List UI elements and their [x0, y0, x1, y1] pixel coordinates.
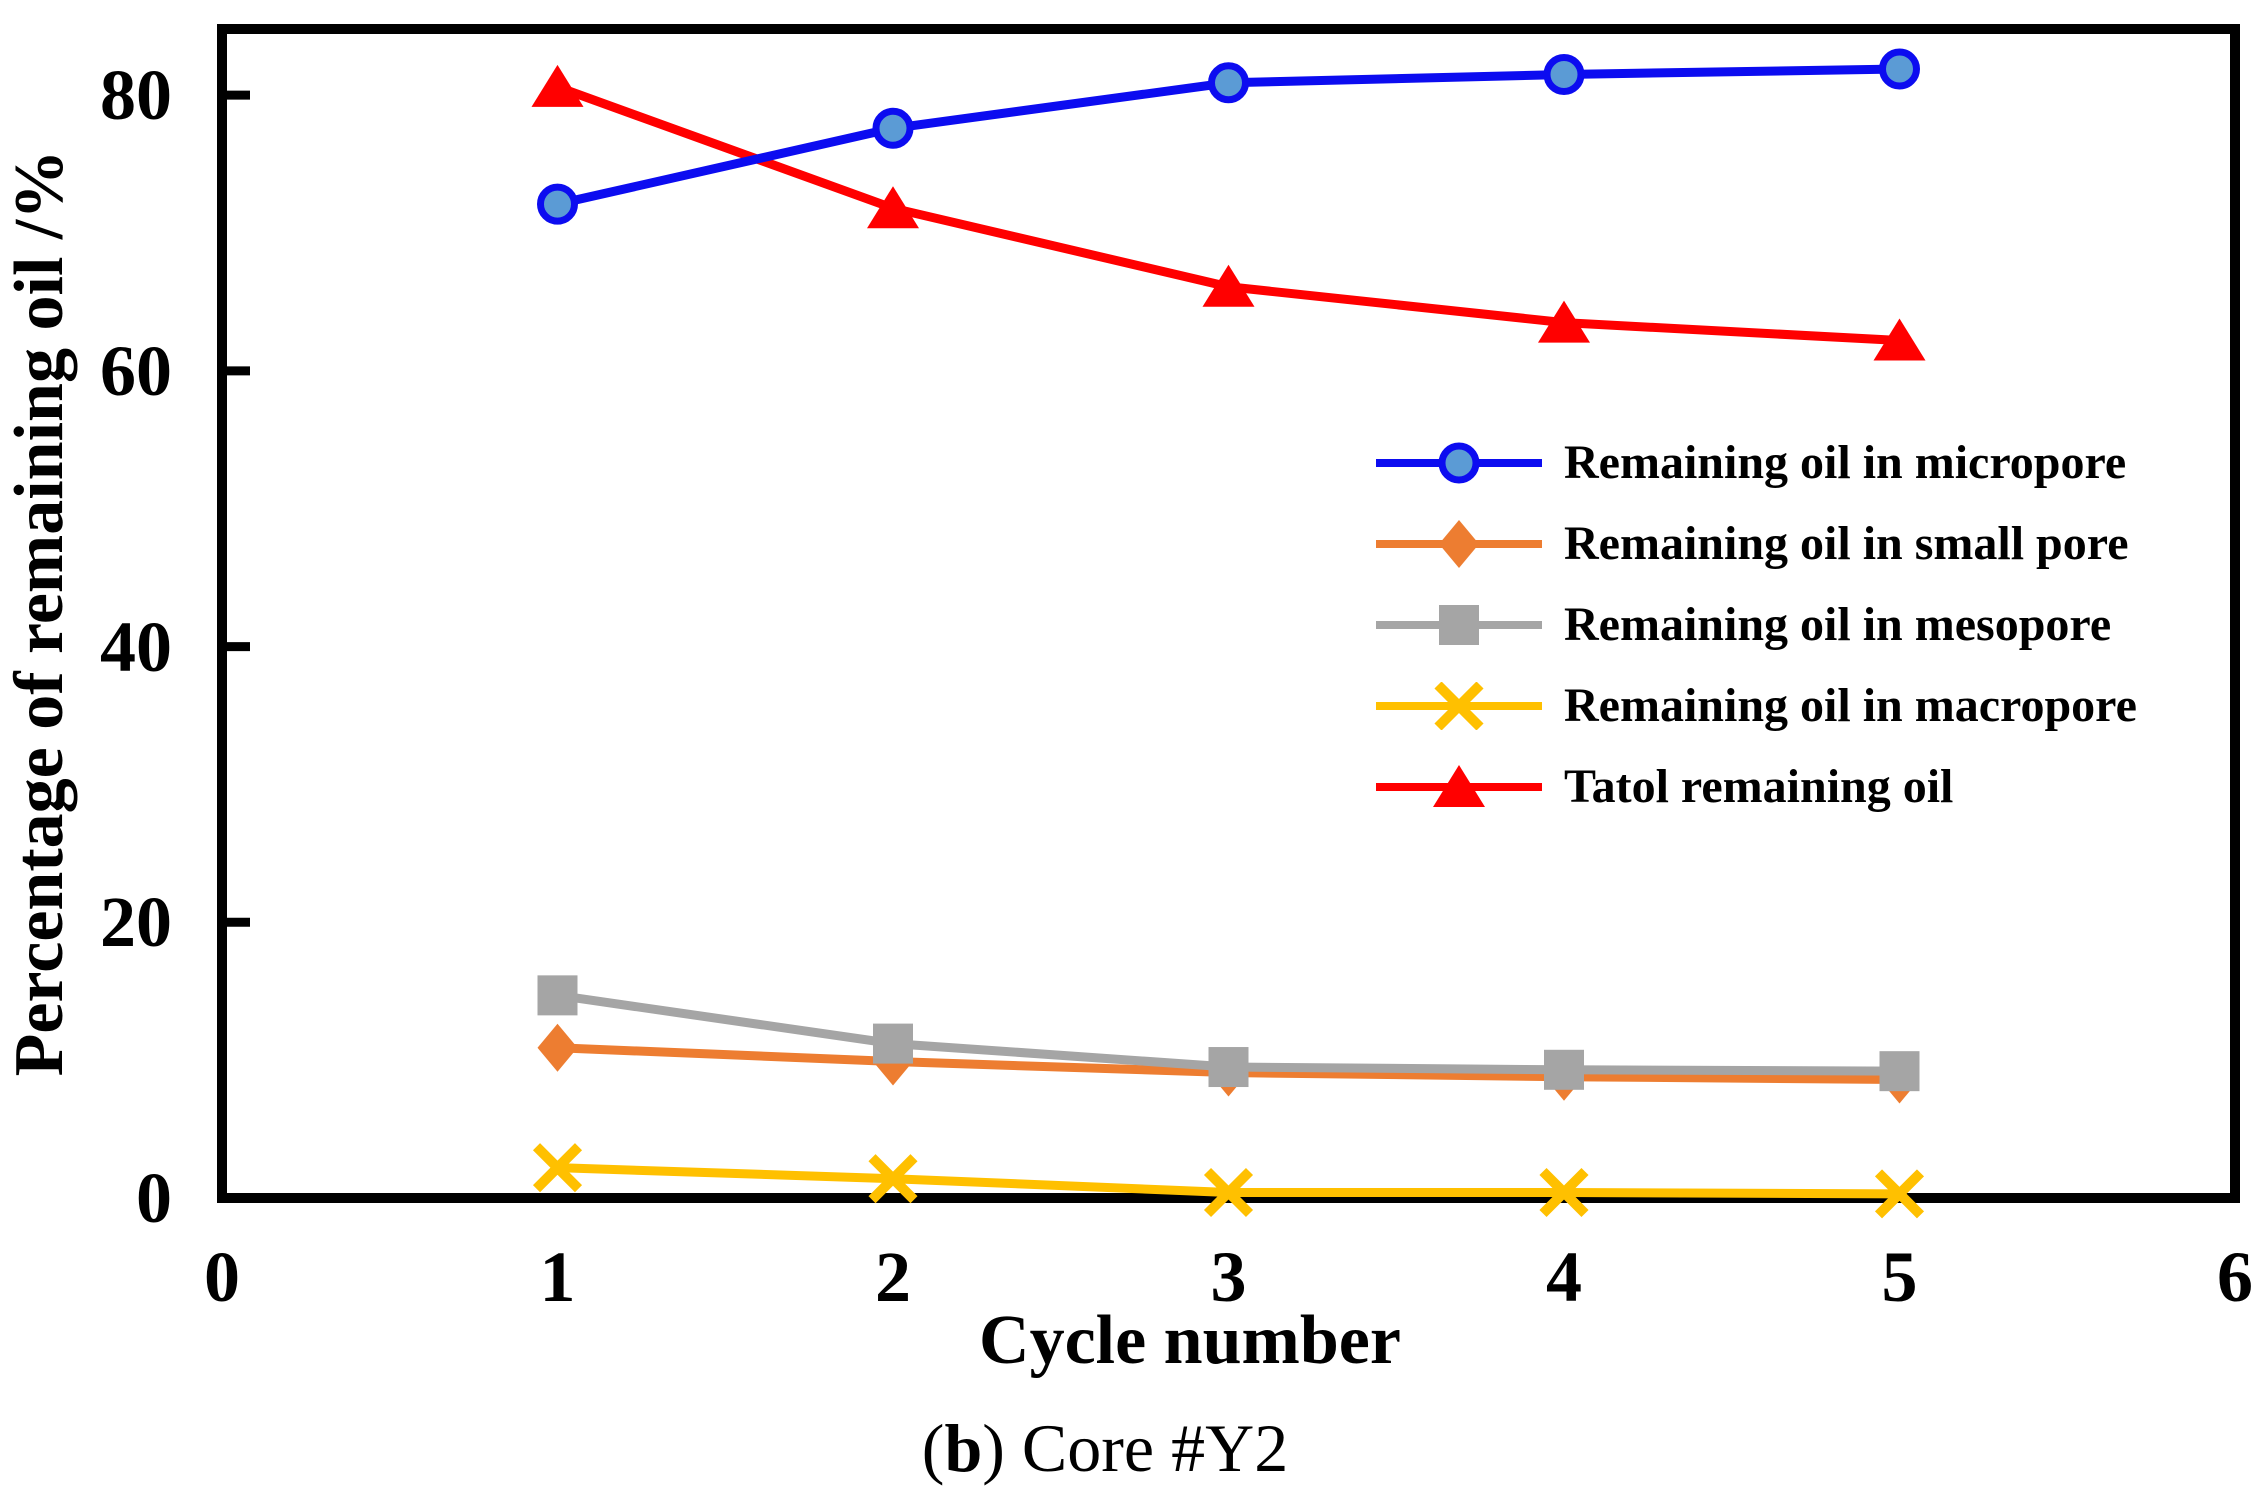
figure-caption: (b) Core #Y2: [105, 1404, 2105, 1492]
x-tick-label-6: 6: [2217, 1237, 2253, 1317]
caption-suffix: ) Core #Y2: [982, 1410, 1289, 1486]
marker-x-icon: [1434, 681, 1484, 730]
legend-label: Tatol remaining oil: [1564, 760, 1954, 813]
legend-key-diamond-icon: [1376, 519, 1542, 568]
caption-panel-letter: b: [944, 1410, 983, 1486]
marker-square-icon: [873, 1023, 913, 1064]
y-tick-label-60: 60: [100, 330, 172, 411]
marker-diamond-icon: [1439, 519, 1479, 568]
legend-item-diamond: Remaining oil in small pore: [1374, 503, 2137, 584]
marker-square-icon: [1544, 1049, 1584, 1090]
x-tick-label-4: 4: [1546, 1237, 1582, 1317]
legend-key-triangle-icon: [1376, 764, 1542, 807]
y-axis-title: Percentage of remaining oil /%: [1, 149, 78, 1077]
legend-key-circle-icon: [1376, 442, 1542, 483]
marker-circle-icon: [1208, 62, 1249, 104]
marker-square-icon: [1879, 1051, 1920, 1092]
marker-circle-icon: [872, 107, 914, 149]
marker-square-icon: [1208, 1047, 1249, 1088]
x-tick-label-2: 2: [875, 1237, 911, 1317]
marker-triangle-icon: [1873, 318, 1926, 361]
x-tick-label-3: 3: [1210, 1237, 1247, 1317]
marker-triangle-icon: [867, 186, 919, 229]
marker-x-icon: [1874, 1169, 1925, 1219]
legend-key-x-icon: [1376, 681, 1542, 730]
legend-item-square: Remaining oil in mesopore: [1374, 584, 2137, 665]
marker-triangle-icon: [1202, 264, 1255, 307]
x-tick-label-0: 0: [204, 1237, 240, 1317]
marker-circle-icon: [537, 183, 578, 225]
marker-circle-icon: [1543, 53, 1585, 95]
x-axis-title: Cycle number: [979, 1302, 1401, 1379]
legend-key-square-icon: [1376, 604, 1542, 645]
marker-x-icon: [1203, 1167, 1254, 1218]
y-tick-label-20: 20: [100, 882, 172, 963]
y-tick-label-0: 0: [136, 1158, 172, 1238]
legend-label: Remaining oil in mesopore: [1564, 598, 2112, 651]
marker-circle-icon: [1879, 48, 1920, 90]
x-tick-label-1: 1: [539, 1237, 576, 1317]
marker-square-icon: [537, 975, 578, 1016]
marker-x-icon: [1539, 1167, 1589, 1218]
y-tick-label-40: 40: [100, 606, 172, 687]
caption-prefix: (: [921, 1410, 945, 1486]
marker-triangle-icon: [1538, 300, 1590, 343]
legend-label: Remaining oil in macropore: [1564, 679, 2137, 732]
legend-label: Remaining oil in small pore: [1564, 517, 2129, 570]
legend-item-circle: Remaining oil in micropore: [1374, 422, 2137, 503]
legend: Remaining oil in micropore Remaining oil …: [1374, 422, 2137, 827]
legend-item-x: Remaining oil in macropore: [1374, 665, 2137, 746]
legend-item-triangle: Tatol remaining oil: [1374, 746, 2137, 827]
y-tick-label-80: 80: [100, 55, 172, 136]
marker-square-icon: [1439, 604, 1479, 645]
marker-x-icon: [532, 1143, 583, 1193]
marker-triangle-icon: [1433, 764, 1485, 807]
legend-label: Remaining oil in micropore: [1564, 436, 2127, 489]
marker-x-icon: [868, 1154, 918, 1204]
x-tick-label-5: 5: [1881, 1237, 1918, 1317]
marker-circle-icon: [1438, 442, 1480, 483]
marker-triangle-icon: [531, 64, 584, 107]
marker-diamond-icon: [537, 1023, 578, 1072]
